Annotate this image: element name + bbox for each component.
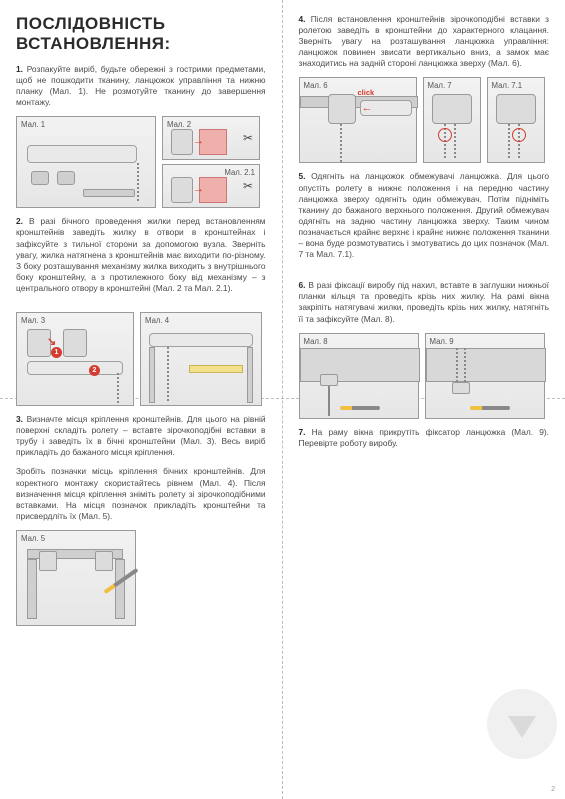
figure-5-label: Мал. 5 xyxy=(21,534,45,543)
figure-row-4: Мал. 8 Мал. 9 xyxy=(299,333,550,419)
step-3b-text: Зробіть позначки місць кріплення бічних … xyxy=(16,466,266,521)
step-4-body: Після встановлення кронштейнів зірочкопо… xyxy=(299,14,550,68)
figure-2: Мал. 2 ✂ → xyxy=(162,116,260,160)
arrow-red-icon: → xyxy=(193,183,204,195)
step-1-body: Розпакуйте виріб, будьте обережні з гост… xyxy=(16,64,266,107)
figure-7-label: Мал. 7 xyxy=(428,81,452,90)
scissors-icon: ✂ xyxy=(243,179,253,193)
click-label: click xyxy=(358,88,375,97)
figure-2-label: Мал. 2 xyxy=(167,120,191,129)
badge-1: 1 xyxy=(51,347,62,358)
step-4-text: 4. Після встановлення кронштейнів зірочк… xyxy=(299,14,550,69)
left-column: ПОСЛІДОВНІСТЬ ВСТАНОВЛЕННЯ: 1. Розпакуйт… xyxy=(0,0,283,799)
figure-6-label: Мал. 6 xyxy=(304,81,328,90)
figure-7-1: Мал. 7.1 xyxy=(487,77,545,163)
badge-2: 2 xyxy=(89,365,100,376)
figure-8: Мал. 8 xyxy=(299,333,419,419)
figure-row-2: Мал. 3 1 2 ↘ Мал. 4 xyxy=(16,312,266,406)
step-3-text: 3. Визначте місця кріплення кронштейнів.… xyxy=(16,414,266,458)
page-number: 2 xyxy=(551,786,555,793)
figure-row-1: Мал. 1 Мал. 2 ✂ → Мал. 2.1 xyxy=(16,116,266,208)
step-7-text: 7. На раму вікна прикрутіть фіксатор лан… xyxy=(299,427,550,449)
figure-2-1: Мал. 2.1 ✂ → xyxy=(162,164,260,208)
step-2-text: 2. В разі бічного проведення жилки перед… xyxy=(16,216,266,294)
figure-1-label: Мал. 1 xyxy=(21,120,45,129)
step-5-body: Одягніть на ланцюжок обмежувачі ланцюжка… xyxy=(299,171,550,259)
figure-6: Мал. 6 click ← xyxy=(299,77,417,163)
figure-1: Мал. 1 xyxy=(16,116,156,208)
page-title: ПОСЛІДОВНІСТЬ ВСТАНОВЛЕННЯ: xyxy=(16,14,266,54)
figure-3-label: Мал. 3 xyxy=(21,316,45,325)
step-5-text: 5. Одягніть на ланцюжок обмежувачі ланцю… xyxy=(299,171,550,260)
figure-2-1-label: Мал. 2.1 xyxy=(224,168,255,177)
figure-7-1-label: Мал. 7.1 xyxy=(492,81,523,90)
step-6-text: 6. В разі фіксації виробу під нахил, вст… xyxy=(299,280,550,324)
figure-3: Мал. 3 1 2 ↘ xyxy=(16,312,134,406)
figure-9-label: Мал. 9 xyxy=(430,337,454,346)
figure-4-label: Мал. 4 xyxy=(145,316,169,325)
right-column: 4. Після встановлення кронштейнів зірочк… xyxy=(283,0,565,799)
figure-9: Мал. 9 xyxy=(425,333,545,419)
figure-4: Мал. 4 xyxy=(140,312,262,406)
step-6-body: В разі фіксації виробу під нахил, вставт… xyxy=(299,280,550,323)
scissors-icon: ✂ xyxy=(243,131,253,145)
figure-8-label: Мал. 8 xyxy=(304,337,328,346)
step-2-body: В разі бічного проведення жилки перед вс… xyxy=(16,216,266,293)
figure-5: Мал. 5 xyxy=(16,530,136,626)
arrow-red-icon: → xyxy=(193,135,204,147)
arrow-red-icon: ↘ xyxy=(47,335,56,348)
step-1-text: 1. Розпакуйте виріб, будьте обережні з г… xyxy=(16,64,266,108)
watermark-icon xyxy=(487,689,557,759)
arrow-red-icon: ← xyxy=(362,102,373,114)
figure-row-3: Мал. 6 click ← Мал. 7 Мал. 7.1 xyxy=(299,77,550,163)
figure-7: Мал. 7 xyxy=(423,77,481,163)
step-7-body: На раму вікна прикрутіть фіксатор ланцюж… xyxy=(299,427,550,448)
step-3-body: Визначте місця кріплення кронштейнів. Дл… xyxy=(16,414,266,457)
